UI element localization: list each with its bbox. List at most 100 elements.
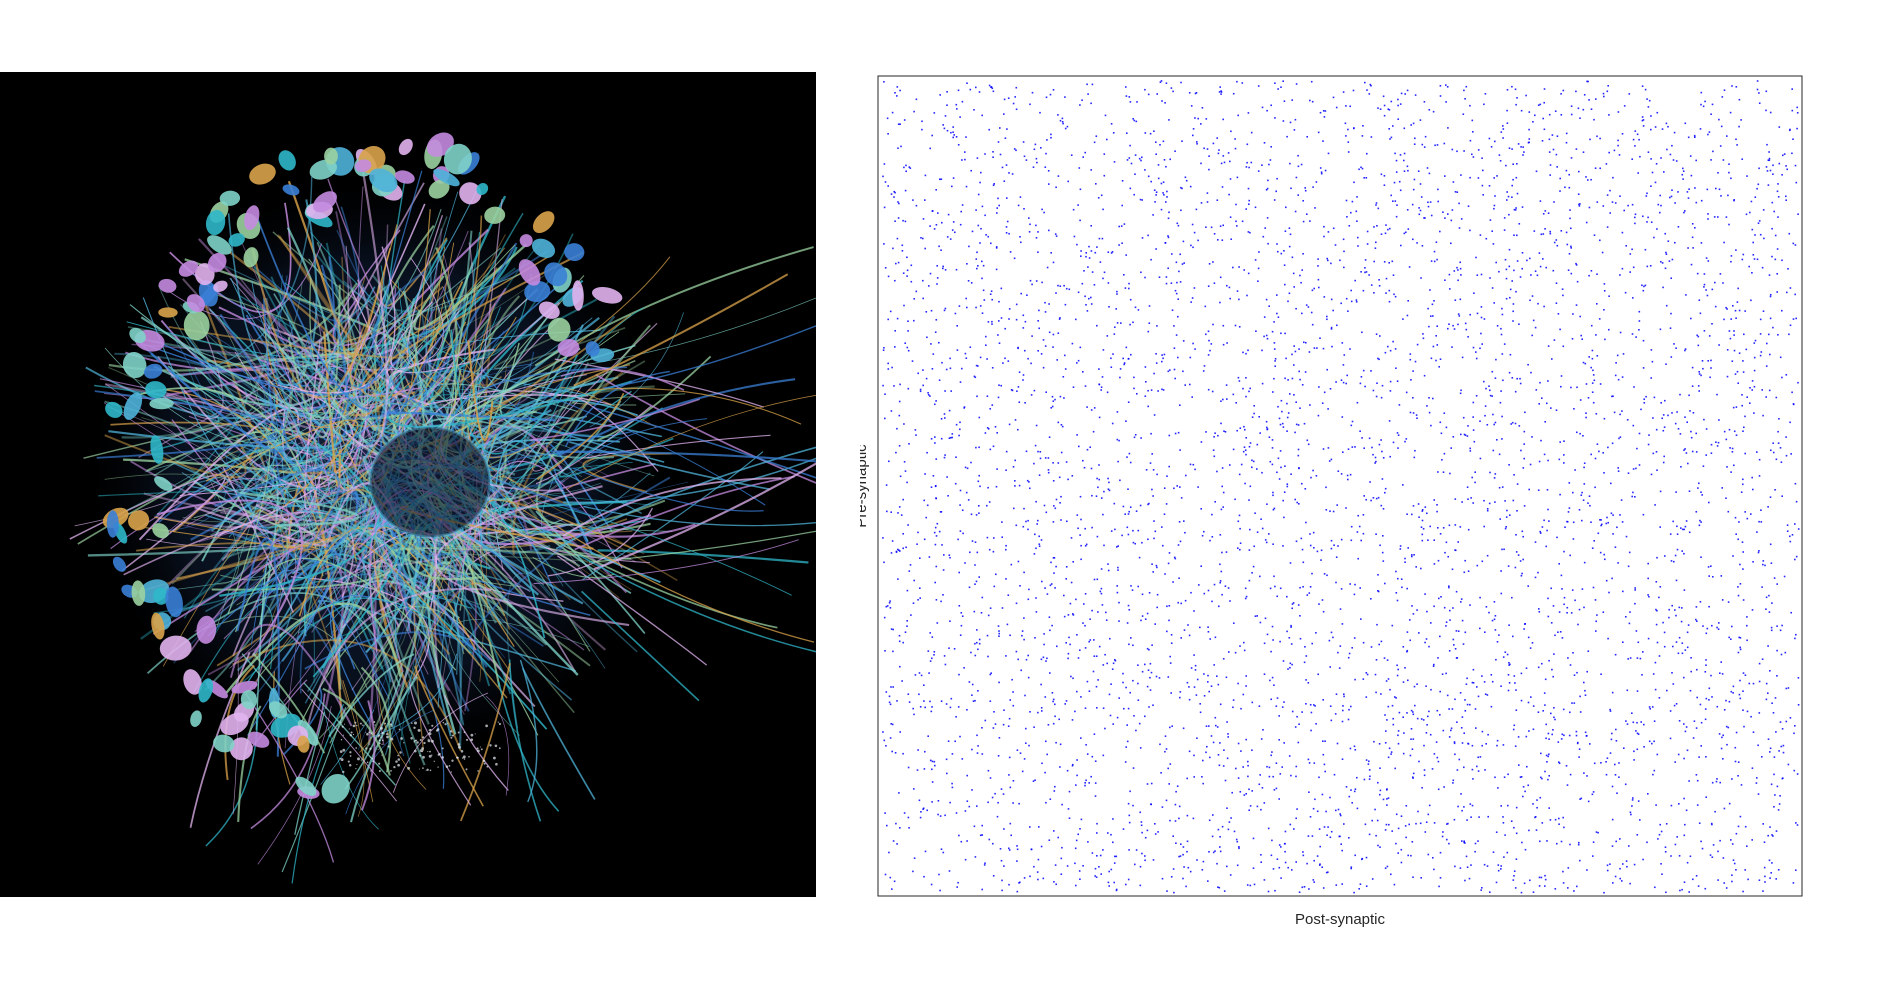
scatter-point — [1291, 256, 1294, 259]
scatter-point — [1502, 822, 1505, 824]
scatter-point — [1128, 96, 1131, 98]
scatter-point — [1720, 661, 1722, 663]
scatter-point — [1110, 683, 1112, 685]
scatter-point — [1697, 487, 1699, 489]
scatter-point — [1014, 485, 1016, 487]
scatter-point — [1347, 656, 1350, 659]
scatter-point — [1605, 579, 1608, 582]
scatter-point — [1295, 861, 1297, 863]
scatter-point — [1458, 202, 1460, 205]
scatter-point — [1317, 414, 1320, 417]
scatter-point — [1290, 774, 1292, 777]
scatter-point — [991, 404, 994, 406]
scatter-point — [1310, 311, 1313, 314]
scatter-point — [1113, 881, 1115, 884]
scatter-point — [1735, 138, 1737, 141]
scatter-point — [959, 530, 962, 532]
scatter-point — [1249, 231, 1251, 234]
scatter-point — [1568, 482, 1571, 484]
scatter-point — [1497, 864, 1500, 866]
scatter-point — [1203, 147, 1205, 150]
scatter-point — [1186, 850, 1188, 853]
scatter-point — [1572, 313, 1574, 315]
scatter-point — [1509, 514, 1511, 516]
scatter-point — [943, 127, 946, 130]
scatter-point — [1583, 462, 1586, 464]
scatter-point — [1354, 788, 1357, 790]
scatter-point — [1711, 288, 1714, 291]
scatter-point — [1084, 295, 1086, 298]
scatter-point — [1629, 611, 1631, 613]
scatter-point — [1481, 675, 1483, 677]
scatter-point — [1754, 339, 1757, 342]
scatter-point — [1052, 333, 1055, 336]
scatter-point — [1698, 371, 1700, 373]
scatter-point — [1073, 235, 1076, 238]
scatter-point — [1196, 859, 1198, 861]
scatter-point — [1636, 447, 1638, 450]
scatter-point — [1286, 483, 1289, 485]
scatter-point — [1389, 390, 1392, 392]
scatter-point — [1166, 890, 1168, 892]
scatter-point — [1610, 482, 1612, 485]
scatter-point — [1123, 363, 1125, 366]
scatter-point — [971, 748, 973, 751]
scatter-point — [964, 151, 966, 153]
scatter-point — [1133, 376, 1135, 379]
scatter-point — [890, 511, 892, 513]
scatter-point — [1397, 98, 1399, 101]
scatter-point — [1166, 475, 1168, 477]
scatter-point — [1005, 232, 1008, 234]
scatter-point — [923, 499, 925, 502]
scatter-point — [1436, 504, 1438, 506]
scatter-point — [956, 108, 958, 110]
scatter-point — [1739, 637, 1742, 639]
scatter-point — [975, 364, 978, 367]
scatter-point — [1716, 778, 1718, 780]
scatter-point — [1173, 556, 1176, 559]
scatter-point — [1414, 360, 1417, 363]
scatter-point — [1361, 135, 1364, 137]
scatter-point — [1544, 228, 1546, 230]
scatter-point — [1396, 664, 1398, 667]
scatter-point — [1730, 318, 1732, 320]
scatter-point — [1270, 854, 1273, 857]
scatter-point — [1132, 767, 1135, 769]
scatter-point — [1090, 296, 1092, 299]
scatter-point — [1542, 258, 1544, 260]
scatter-point — [1590, 108, 1593, 110]
scatter-point — [1022, 379, 1024, 381]
scatter-point — [1516, 192, 1519, 195]
scatter-point — [1576, 885, 1578, 888]
scatter-point — [1461, 809, 1463, 812]
scatter-point — [1615, 840, 1617, 843]
scatter-point — [1144, 663, 1146, 666]
scatter-point — [1501, 486, 1504, 488]
scatter-point — [1714, 810, 1716, 813]
scatter-point — [1464, 710, 1467, 712]
scatter-point — [1248, 166, 1250, 169]
scatter-point — [1017, 560, 1020, 563]
scatter-point — [1689, 689, 1692, 692]
scatter-point — [1407, 854, 1409, 857]
scatter-point — [1739, 679, 1741, 682]
scatter-point — [1277, 88, 1279, 90]
scatter-point — [1289, 666, 1291, 669]
scatter-point — [1720, 195, 1722, 197]
scatter-point — [1490, 146, 1493, 148]
scatter-point — [1523, 505, 1526, 507]
scatter-point — [1228, 286, 1231, 289]
scatter-point — [1641, 119, 1644, 122]
scatter-point — [906, 620, 908, 622]
scatter-point — [1563, 440, 1565, 442]
scatter-point — [894, 191, 896, 194]
scatter-point — [1095, 876, 1098, 878]
scatter-point — [1245, 685, 1247, 687]
scatter-point — [1045, 660, 1047, 662]
scatter-point — [1029, 279, 1032, 282]
scatter-point — [1446, 86, 1449, 88]
scatter-point — [1402, 646, 1405, 648]
scatter-point — [1648, 740, 1651, 743]
scatter-point — [1775, 396, 1778, 399]
scatter-point — [1294, 431, 1296, 434]
